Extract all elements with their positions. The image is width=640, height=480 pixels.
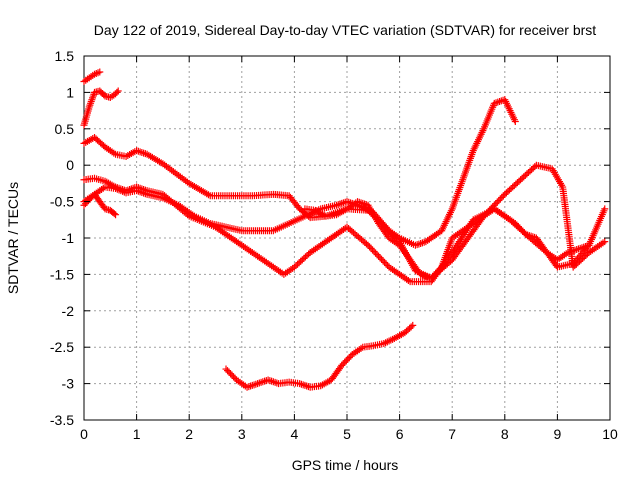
data-point	[341, 358, 349, 366]
data-point	[366, 243, 374, 251]
grid-lines	[84, 56, 610, 420]
data-point	[496, 195, 504, 203]
x-tick-label: 2	[185, 426, 193, 442]
data-point	[601, 238, 609, 246]
data-point	[379, 257, 387, 265]
y-tick-label: -2.5	[50, 339, 74, 355]
data-point	[435, 266, 443, 274]
data-point	[378, 255, 386, 263]
data-point	[552, 262, 560, 270]
series-trace-2	[80, 87, 122, 129]
y-tick-label: -2	[62, 303, 75, 319]
x-tick-label: 4	[291, 426, 299, 442]
series-trace-7	[301, 198, 593, 282]
data-point	[224, 367, 232, 375]
x-tick-label: 8	[501, 426, 509, 442]
data-point	[495, 197, 503, 205]
x-axis-ticks: 0 1 2 3 4 5 6 7 8 9 10	[80, 56, 618, 442]
data-point	[409, 321, 417, 329]
y-axis-ticks: -3.5 -3 -2.5 -2 -1.5 -1 -0.5 0 0.5 1 1.5	[50, 48, 610, 428]
data-point	[381, 258, 389, 266]
data-point	[225, 368, 233, 376]
y-tick-label: -1.5	[50, 266, 74, 282]
data-point	[511, 219, 519, 227]
y-tick-label: 1	[66, 84, 74, 100]
data-point	[372, 249, 380, 257]
data-point	[375, 252, 383, 260]
data-point	[338, 361, 346, 369]
data-point	[436, 265, 444, 273]
data-point	[585, 241, 593, 249]
data-point	[114, 87, 122, 95]
series-trace-1	[80, 68, 104, 85]
data-point	[499, 192, 507, 200]
data-point	[516, 224, 524, 232]
data-point	[364, 241, 372, 249]
x-tick-label: 6	[396, 426, 404, 442]
data-point	[429, 272, 437, 280]
data-point	[339, 360, 347, 368]
data-point	[511, 118, 519, 126]
y-tick-label: 1.5	[55, 48, 75, 64]
data-point	[110, 210, 118, 218]
data-point	[370, 248, 378, 256]
data-point	[230, 373, 238, 381]
x-tick-label: 10	[602, 426, 618, 442]
series-trace-8	[222, 321, 417, 391]
data-point	[517, 226, 525, 234]
data-point	[362, 240, 370, 248]
y-tick-label: 0	[66, 157, 74, 173]
x-tick-label: 5	[343, 426, 351, 442]
x-tick-label: 0	[80, 426, 88, 442]
data-point	[513, 221, 521, 229]
y-tick-label: 0.5	[55, 121, 75, 137]
data-point	[344, 355, 352, 363]
data-point	[222, 365, 230, 373]
data-point	[373, 251, 381, 259]
data-point	[430, 271, 438, 279]
x-tick-label: 3	[238, 426, 246, 442]
y-axis-label: SDTVAR / TECUs	[5, 182, 21, 294]
data-point	[345, 354, 353, 362]
y-tick-label: -3	[62, 376, 75, 392]
data-point	[492, 200, 500, 208]
data-point	[493, 198, 501, 206]
data-point	[376, 254, 384, 262]
y-tick-label: -1	[62, 230, 75, 246]
data-point	[432, 269, 440, 277]
chart-title: Day 122 of 2019, Sidereal Day-to-day VTE…	[94, 22, 596, 38]
data-point	[113, 88, 121, 96]
data-point	[367, 244, 375, 252]
data-marks	[80, 68, 609, 391]
data-point	[228, 371, 236, 379]
data-point	[96, 68, 104, 76]
data-point	[407, 323, 415, 331]
data-point	[342, 357, 350, 365]
x-tick-label: 7	[448, 426, 456, 442]
y-tick-label: -0.5	[50, 194, 74, 210]
data-point	[369, 246, 377, 254]
data-point	[447, 250, 455, 258]
data-point	[601, 205, 609, 213]
data-point	[227, 370, 235, 378]
x-tick-label: 9	[554, 426, 562, 442]
data-point	[427, 274, 435, 282]
data-point	[382, 260, 390, 268]
data-point	[112, 211, 120, 219]
x-tick-label: 1	[133, 426, 141, 442]
data-point	[519, 227, 527, 235]
data-point	[498, 193, 506, 201]
y-tick-label: -3.5	[50, 412, 74, 428]
data-point	[514, 223, 522, 231]
data-point	[433, 268, 441, 276]
x-axis-label: GPS time / hours	[292, 457, 399, 473]
